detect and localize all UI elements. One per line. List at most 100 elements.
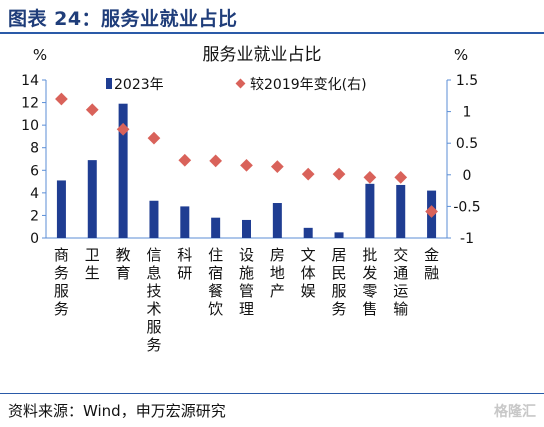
right-axis-unit: % [454,46,468,64]
svg-text:输: 输 [393,300,408,318]
legend-bar-swatch [106,78,112,89]
left-tick-label: 14 [21,73,39,89]
svg-text:产: 产 [270,282,285,300]
svg-text:理: 理 [239,300,254,318]
svg-text:娱: 娱 [301,282,316,300]
category-label: 科研 [177,246,192,282]
change-marker [178,153,192,167]
svg-text:研: 研 [177,264,192,282]
svg-text:零: 零 [362,282,377,300]
legend: 2023年 较2019年变化(右) [106,77,367,93]
bar [272,203,282,238]
svg-text:教: 教 [116,246,131,264]
svg-text:饮: 饮 [208,300,223,318]
category-label: 教育 [116,246,131,282]
category-label: 文体娱 [301,246,316,300]
legend-marker-swatch [235,78,246,89]
source-divider [0,393,544,394]
chart: 服务业就业占比 % % 2023年 较2019年变化(右) 0246810121… [21,45,480,354]
change-marker [394,170,408,184]
svg-text:务: 务 [146,336,161,354]
svg-text:地: 地 [270,264,285,282]
category-label: 房地产 [270,246,285,300]
bar [334,232,344,238]
change-marker [209,154,223,168]
bar [56,180,66,238]
change-marker [332,167,346,181]
svg-text:科: 科 [177,246,192,264]
svg-text:售: 售 [362,300,377,318]
svg-text:务: 务 [54,264,69,282]
svg-text:服: 服 [54,282,69,300]
right-tick-label: -1 [460,231,474,247]
svg-text:信: 信 [146,246,161,264]
svg-text:设: 设 [239,246,254,264]
left-tick-label: 6 [30,163,39,179]
svg-text:务: 务 [332,300,347,318]
change-marker [85,103,99,117]
left-tick-label: 10 [21,118,39,134]
change-marker [270,160,284,173]
svg-text:服: 服 [332,282,347,300]
bar [396,184,406,238]
svg-text:发: 发 [362,264,377,282]
svg-text:金: 金 [424,246,439,264]
svg-text:餐: 餐 [208,282,223,300]
marker-series [55,92,438,218]
right-tick-label: 1.5 [456,73,478,89]
right-tick-label: 0.5 [456,136,478,152]
chart-title: 服务业就业占比 [203,45,322,65]
svg-text:民: 民 [332,264,347,282]
right-tick-label: 0 [463,168,472,184]
svg-text:文: 文 [301,246,316,264]
left-tick-label: 4 [30,186,39,202]
category-label: 金融 [424,246,439,282]
svg-text:住: 住 [208,246,223,264]
svg-text:房: 房 [270,246,285,264]
svg-text:术: 术 [146,300,161,318]
category-label: 卫生 [85,246,100,282]
change-marker [55,92,68,106]
category-labels: 商务服务卫生教育信息技术服务科研住宿餐饮设施管理房地产文体娱居民服务批发零售交通… [54,246,439,354]
svg-text:管: 管 [239,282,254,300]
svg-text:商: 商 [54,246,69,264]
bar [118,103,128,238]
bar [365,183,375,238]
change-marker [240,158,253,172]
change-marker [301,167,315,181]
bar [180,206,190,238]
svg-text:施: 施 [239,264,254,282]
svg-text:交: 交 [393,246,408,264]
source-note: 资料来源：Wind，申万宏源研究 [8,402,226,420]
left-tick-label: 2 [30,208,39,224]
change-marker [363,170,377,184]
bar [242,219,251,238]
svg-text:宿: 宿 [208,264,223,282]
left-axis: 0 2 4 6 8 10 12 14 [21,73,47,247]
legend-marker-label: 较2019年变化(右) [250,77,367,93]
svg-text:体: 体 [301,264,316,282]
right-tick-label: -0.5 [453,199,480,215]
left-tick-label: 8 [30,141,39,157]
svg-text:批: 批 [362,246,377,264]
bar [149,200,159,238]
change-marker [147,131,161,145]
svg-text:息: 息 [146,264,161,282]
left-tick-label: 12 [21,96,39,112]
legend-bar-label: 2023年 [114,77,164,93]
svg-text:居: 居 [332,246,347,264]
svg-text:生: 生 [85,264,100,282]
bar [87,160,97,238]
svg-text:服: 服 [146,318,161,336]
bar [211,217,221,238]
svg-text:育: 育 [116,264,131,282]
svg-text:通: 通 [393,264,408,282]
title-divider [0,32,544,34]
svg-text:卫: 卫 [85,246,100,264]
